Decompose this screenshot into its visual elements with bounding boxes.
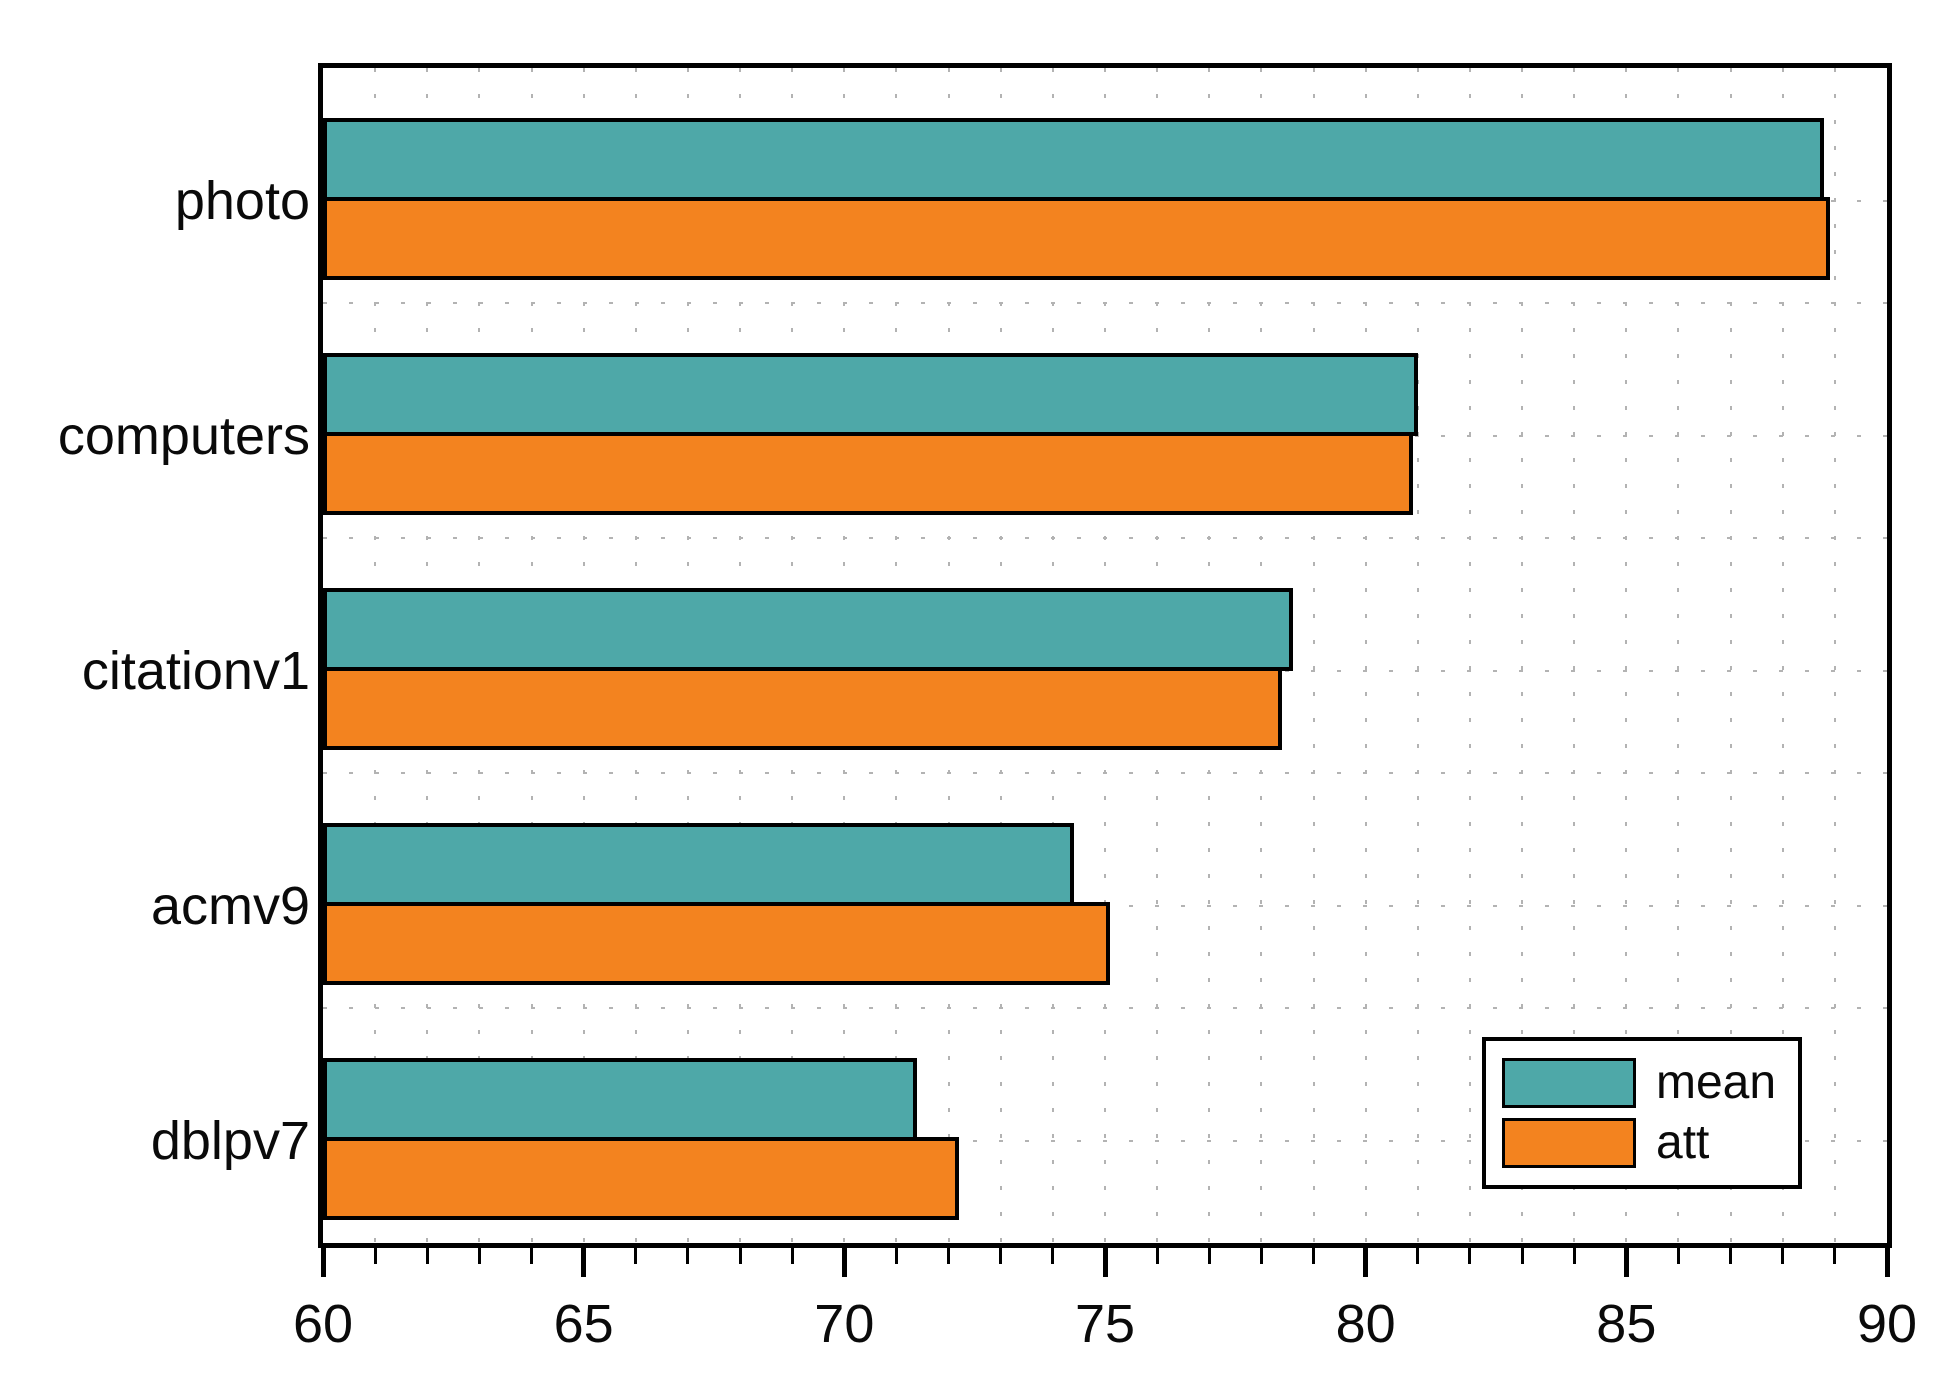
x-axis-minor-tick: [1259, 1248, 1263, 1264]
gridline-horizontal: [323, 772, 1887, 774]
gridline-vertical: [1833, 68, 1836, 1243]
x-axis-minor-tick: [1572, 1248, 1576, 1264]
category-label-citationv1: citationv1: [81, 641, 310, 701]
x-axis-minor-tick: [530, 1248, 534, 1264]
bar-att-acmv9: [323, 902, 1111, 985]
x-axis-minor-tick: [477, 1248, 481, 1264]
bar-mean-photo: [323, 118, 1825, 201]
bar-mean-citationv1: [323, 588, 1293, 671]
category-label-dblpv7: dblpv7: [150, 1111, 310, 1171]
bar-att-citationv1: [323, 667, 1283, 750]
gridline-horizontal: [323, 1007, 1887, 1009]
x-axis-minor-tick: [1781, 1248, 1785, 1264]
x-axis-minor-tick: [790, 1248, 794, 1264]
x-axis-tick-layer: [320, 1248, 1890, 1288]
bar-att-computers: [323, 432, 1413, 515]
x-axis-major-tick: [581, 1248, 587, 1277]
gridline-vertical: [1573, 68, 1576, 1243]
bar-mean-computers: [323, 353, 1418, 436]
gridline-vertical: [1781, 68, 1784, 1243]
x-axis-tick-label: 80: [1335, 1294, 1396, 1354]
x-axis-major-tick: [1623, 1248, 1629, 1277]
x-axis-major-tick: [841, 1248, 847, 1277]
x-axis-minor-tick: [738, 1248, 742, 1264]
x-axis-tick-label: 85: [1596, 1294, 1657, 1354]
x-axis-major-tick: [1102, 1248, 1108, 1277]
legend-mean-swatch-icon: [1502, 1057, 1636, 1108]
x-axis-tick-label: 75: [1074, 1294, 1136, 1354]
gridline-vertical: [1625, 68, 1628, 1243]
x-axis-minor-tick: [1676, 1248, 1680, 1264]
gridline-horizontal: [323, 1140, 1887, 1142]
x-axis-minor-tick: [686, 1248, 690, 1264]
x-axis-minor-tick: [1155, 1248, 1159, 1264]
x-axis-major-tick: [320, 1248, 326, 1277]
x-axis-minor-tick: [373, 1248, 377, 1264]
x-axis-major-tick: [1363, 1248, 1369, 1277]
x-axis-tick-label: 60: [292, 1294, 354, 1354]
legend-mean-label: mean: [1656, 1055, 1777, 1109]
x-axis-minor-tick: [999, 1248, 1003, 1264]
x-axis-minor-tick: [1729, 1248, 1733, 1264]
legend-row-mean: mean: [1502, 1055, 1798, 1109]
plot-area: mean att: [318, 63, 1892, 1248]
x-axis-tick-label: 90: [1856, 1294, 1918, 1354]
x-axis-minor-tick: [947, 1248, 951, 1264]
category-label-photo: photo: [174, 171, 310, 231]
category-label-computers: computers: [57, 406, 310, 466]
x-axis-minor-tick: [425, 1248, 429, 1264]
bar-mean-dblpv7: [323, 1058, 918, 1141]
x-axis-tick-label: 70: [814, 1294, 875, 1354]
gridline-vertical: [1729, 68, 1732, 1243]
gridline-vertical: [1364, 68, 1367, 1243]
x-axis-tick-label: 65: [553, 1294, 614, 1354]
gridline-vertical: [1468, 68, 1471, 1243]
x-axis-minor-tick: [1207, 1248, 1211, 1264]
x-axis-minor-tick: [1416, 1248, 1420, 1264]
x-axis-minor-tick: [634, 1248, 638, 1264]
x-axis-minor-tick: [1520, 1248, 1524, 1264]
x-axis-minor-tick: [1833, 1248, 1837, 1264]
legend: mean att: [1482, 1037, 1802, 1189]
legend-att-swatch-icon: [1502, 1118, 1636, 1169]
bar-att-dblpv7: [323, 1137, 960, 1220]
legend-row-att: att: [1502, 1116, 1798, 1170]
x-axis-minor-tick: [1051, 1248, 1055, 1264]
category-label-acmv9: acmv9: [150, 876, 310, 936]
legend-att-label: att: [1656, 1116, 1710, 1170]
gridline-horizontal: [323, 302, 1887, 304]
gridline-vertical: [1677, 68, 1680, 1243]
x-axis-minor-tick: [894, 1248, 898, 1264]
gridline-vertical: [1312, 68, 1315, 1243]
x-axis-major-tick: [1884, 1248, 1890, 1277]
x-axis-minor-tick: [1312, 1248, 1316, 1264]
gridline-vertical: [1521, 68, 1524, 1243]
x-axis-minor-tick: [1468, 1248, 1472, 1264]
bar-mean-acmv9: [323, 823, 1074, 906]
gridline-horizontal: [323, 537, 1887, 539]
gridline-vertical: [1416, 68, 1419, 1243]
bar-att-photo: [323, 197, 1830, 280]
